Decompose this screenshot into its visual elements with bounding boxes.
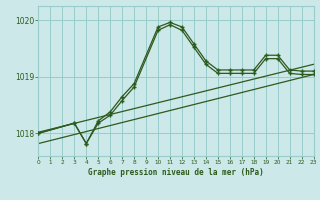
X-axis label: Graphe pression niveau de la mer (hPa): Graphe pression niveau de la mer (hPa) [88, 168, 264, 177]
